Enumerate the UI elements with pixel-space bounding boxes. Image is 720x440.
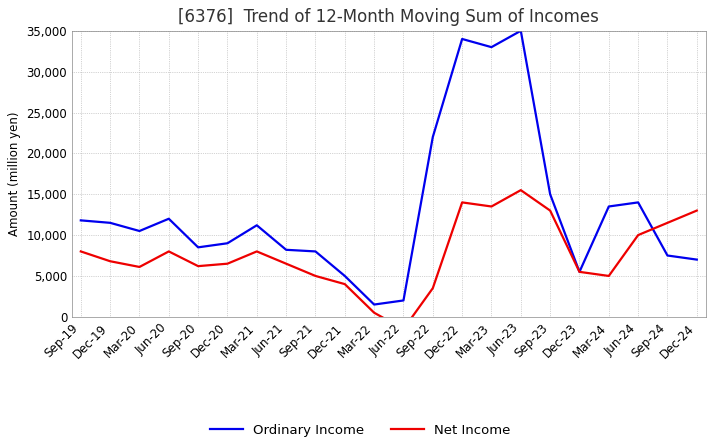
Ordinary Income (282, 247, 290, 253)
Ordinary Income (546, 191, 554, 197)
Ordinary Income (458, 37, 467, 42)
Line: Net Income: Net Income (81, 190, 697, 329)
Net Income (282, 261, 290, 266)
Net Income (106, 259, 114, 264)
Line: Ordinary Income: Ordinary Income (81, 31, 697, 304)
Net Income (76, 249, 85, 254)
Ordinary Income (311, 249, 320, 254)
Ordinary Income (428, 134, 437, 139)
Ordinary Income (341, 273, 349, 279)
Ordinary Income (253, 223, 261, 228)
Ordinary Income (516, 28, 525, 33)
Ordinary Income (135, 228, 144, 234)
Ordinary Income (194, 245, 202, 250)
Net Income (634, 232, 642, 238)
Net Income (516, 187, 525, 193)
Net Income (311, 273, 320, 279)
Net Income (399, 326, 408, 332)
Net Income (164, 249, 173, 254)
Net Income (663, 220, 672, 225)
Ordinary Income (106, 220, 114, 225)
Net Income (253, 249, 261, 254)
Ordinary Income (663, 253, 672, 258)
Net Income (458, 200, 467, 205)
Net Income (370, 310, 379, 315)
Net Income (605, 273, 613, 279)
Ordinary Income (605, 204, 613, 209)
Ordinary Income (164, 216, 173, 221)
Ordinary Income (223, 241, 232, 246)
Ordinary Income (76, 218, 85, 223)
Ordinary Income (693, 257, 701, 262)
Ordinary Income (575, 269, 584, 275)
Title: [6376]  Trend of 12-Month Moving Sum of Incomes: [6376] Trend of 12-Month Moving Sum of I… (179, 8, 599, 26)
Y-axis label: Amount (million yen): Amount (million yen) (8, 112, 21, 236)
Net Income (487, 204, 496, 209)
Net Income (223, 261, 232, 266)
Net Income (428, 286, 437, 291)
Net Income (546, 208, 554, 213)
Net Income (575, 269, 584, 275)
Legend: Ordinary Income, Net Income: Ordinary Income, Net Income (204, 418, 516, 440)
Net Income (341, 282, 349, 287)
Ordinary Income (399, 298, 408, 303)
Net Income (135, 264, 144, 270)
Net Income (693, 208, 701, 213)
Ordinary Income (487, 44, 496, 50)
Net Income (194, 264, 202, 269)
Ordinary Income (634, 200, 642, 205)
Ordinary Income (370, 302, 379, 307)
